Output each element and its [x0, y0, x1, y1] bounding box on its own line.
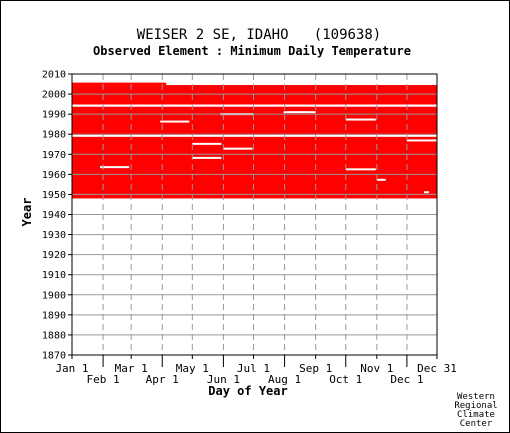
y-tick-label: 2010 — [42, 70, 66, 81]
y-tick-label: 2000 — [42, 90, 66, 101]
chart-title: WEISER 2 SE, IDAHO (109638) — [137, 27, 381, 43]
missing-data-gap — [223, 147, 253, 150]
missing-data-gap — [160, 120, 190, 123]
x-tick-label: Dec 31 — [417, 362, 457, 375]
observed-period-bar — [72, 82, 167, 86]
x-tick-label: Oct 1 — [329, 373, 362, 386]
x-axis-ticks: Jan 1 Mar 1 May 1 Jul 1 Sep 1 Nov 1 Dec 31 Feb … — [55, 355, 457, 386]
x-axis-label: Day of Year — [208, 384, 287, 398]
x-tick-label: Apr 1 — [146, 373, 179, 386]
y-tick-label: 1880 — [42, 330, 66, 341]
missing-data-gap — [376, 178, 386, 181]
x-tick-label: Jan 1 — [55, 362, 88, 375]
y-tick-label: 1960 — [42, 170, 66, 181]
y-tick-label: 1950 — [42, 190, 66, 201]
y-tick-label: 1990 — [42, 110, 66, 121]
y-tick-label: 1910 — [42, 270, 66, 281]
missing-data-gap — [192, 156, 222, 159]
y-tick-label: 1920 — [42, 250, 66, 261]
credit-line-2: Regional — [454, 401, 497, 411]
missing-data-gap — [345, 118, 376, 121]
credit-line-3: Climate — [457, 410, 495, 420]
credit-line-1: Western — [457, 392, 495, 402]
data-layer — [72, 82, 437, 199]
missing-data-layer — [100, 111, 437, 194]
missing-data-gap — [345, 168, 376, 171]
y-tick-label: 1900 — [42, 290, 66, 301]
missing-data-gap — [406, 139, 437, 142]
missing-data-gap — [192, 142, 222, 145]
x-tick-label: Nov 1 — [360, 362, 393, 375]
x-tick-label: Mar 1 — [115, 362, 148, 375]
missing-data-gap — [100, 166, 130, 169]
y-tick-label: 1940 — [42, 210, 66, 221]
missing-data-gap — [283, 111, 316, 114]
x-tick-label: Dec 1 — [390, 373, 423, 386]
x-tick-label: Feb 1 — [87, 373, 120, 386]
y-tick-label: 1890 — [42, 310, 66, 321]
observed-period-bar — [72, 106, 437, 135]
grid-layer — [72, 74, 437, 355]
y-tick-label: 1870 — [42, 351, 66, 362]
x-tick-label: Jul 1 — [237, 362, 270, 375]
observed-period-bar — [72, 85, 437, 105]
x-tick-label: Aug 1 — [268, 373, 301, 386]
observed-period-bar — [72, 136, 437, 199]
credit-line-4: Center — [460, 419, 493, 429]
y-axis-ticks: 1870 1880 1890 1900 1910 1920 1930 1940 1950 1960… — [42, 70, 72, 362]
y-tick-label: 1980 — [42, 130, 66, 141]
x-tick-label: May 1 — [176, 362, 209, 375]
y-tick-label: 1970 — [42, 150, 66, 161]
chart-subtitle: Observed Element : Minimum Daily Tempera… — [93, 44, 411, 58]
y-tick-label: 1930 — [42, 230, 66, 241]
missing-data-gap — [423, 191, 429, 194]
x-tick-label: Sep 1 — [299, 362, 332, 375]
x-tick-label: Jun 1 — [207, 373, 240, 386]
y-axis-label: Year — [20, 198, 34, 227]
